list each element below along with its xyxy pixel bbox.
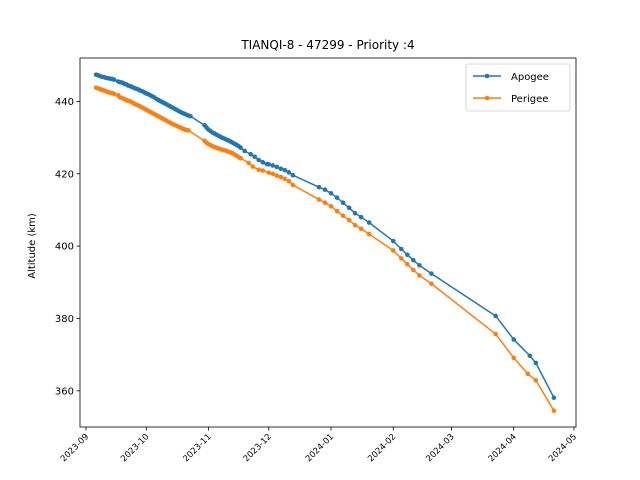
data-point-perigee	[411, 267, 416, 273]
data-point-apogee	[328, 191, 334, 196]
y-tick-label: 440	[55, 97, 74, 108]
data-point-perigee	[316, 197, 322, 202]
data-point-perigee	[493, 331, 498, 337]
data-point-apogee	[346, 205, 352, 211]
data-point-perigee	[390, 248, 396, 253]
data-point-apogee	[188, 113, 193, 119]
data-point-apogee	[358, 214, 364, 220]
data-point-apogee	[111, 77, 117, 83]
data-point-perigee	[533, 378, 539, 383]
data-point-perigee	[238, 155, 243, 161]
data-point-apogee	[527, 353, 533, 359]
data-point-apogee	[551, 395, 557, 401]
data-point-perigee	[334, 208, 340, 214]
y-tick-label: 380	[55, 314, 74, 325]
data-point-apogee	[334, 195, 340, 200]
data-point-apogee	[248, 151, 253, 157]
data-point-apogee	[290, 172, 296, 178]
data-point-perigee	[399, 256, 404, 261]
y-axis-label: Altitude (km)	[27, 213, 38, 279]
data-point-perigee	[551, 408, 557, 414]
data-point-apogee	[533, 360, 539, 366]
data-point-perigee	[511, 355, 517, 361]
data-point-apogee	[274, 164, 280, 170]
data-point-perigee	[246, 160, 251, 166]
data-point-perigee	[250, 164, 255, 169]
data-point-apogee	[322, 187, 328, 192]
data-point-apogee	[316, 184, 322, 190]
data-point-apogee	[340, 200, 346, 206]
data-point-perigee	[282, 176, 288, 182]
data-point-perigee	[328, 204, 334, 209]
data-point-perigee	[260, 168, 266, 173]
data-point-apogee	[266, 162, 272, 167]
plot-frame	[79, 57, 577, 428]
plot-area	[93, 72, 557, 414]
data-point-perigee	[256, 167, 262, 173]
data-point-apogee	[270, 163, 276, 168]
data-point-perigee	[266, 170, 272, 175]
data-point-perigee	[274, 173, 280, 178]
data-point-perigee	[270, 171, 276, 177]
data-point-perigee	[278, 174, 284, 180]
data-point-perigee	[429, 281, 434, 287]
data-point-apogee	[417, 262, 422, 268]
data-point-perigee	[186, 128, 191, 133]
data-point-perigee	[322, 200, 328, 206]
y-tick-label: 400	[55, 242, 74, 253]
data-point-apogee	[493, 313, 498, 319]
data-point-apogee	[282, 167, 288, 173]
data-point-perigee	[346, 217, 352, 223]
data-point-apogee	[256, 157, 262, 163]
y-tick-label: 360	[55, 386, 74, 397]
y-axis: 360 380 400 420 440	[55, 97, 80, 397]
data-point-apogee	[405, 252, 410, 258]
data-point-apogee	[511, 337, 517, 342]
data-point-perigee	[111, 91, 117, 97]
legend-marker-apogee	[484, 73, 490, 79]
data-point-apogee	[238, 145, 243, 151]
data-point-apogee	[352, 210, 358, 216]
data-point-apogee	[390, 238, 396, 244]
data-point-perigee	[352, 222, 358, 228]
data-point-apogee	[399, 246, 404, 252]
data-point-apogee	[286, 170, 292, 175]
data-point-perigee	[366, 231, 372, 237]
data-point-apogee	[429, 271, 434, 276]
legend-label-perigee: Perigee	[511, 94, 548, 105]
data-point-apogee	[260, 159, 266, 165]
data-point-perigee	[340, 213, 346, 219]
data-point-apogee	[411, 257, 416, 263]
data-point-apogee	[278, 166, 284, 171]
data-point-perigee	[290, 182, 296, 188]
legend-label-apogee: Apogee	[511, 72, 549, 83]
data-point-perigee	[358, 226, 364, 232]
data-point-apogee	[252, 154, 257, 160]
data-point-apogee	[366, 220, 372, 225]
data-point-perigee	[405, 261, 410, 267]
legend-marker-perigee	[484, 95, 490, 101]
data-point-apogee	[242, 148, 247, 154]
legend: Apogee Perigee	[465, 63, 571, 112]
chart-title: TIANQI-8 - 47299 - Priority :4	[240, 38, 414, 52]
y-tick-label: 420	[55, 169, 74, 180]
data-point-perigee	[417, 273, 422, 278]
data-point-perigee	[525, 371, 531, 377]
data-point-perigee	[286, 178, 292, 184]
